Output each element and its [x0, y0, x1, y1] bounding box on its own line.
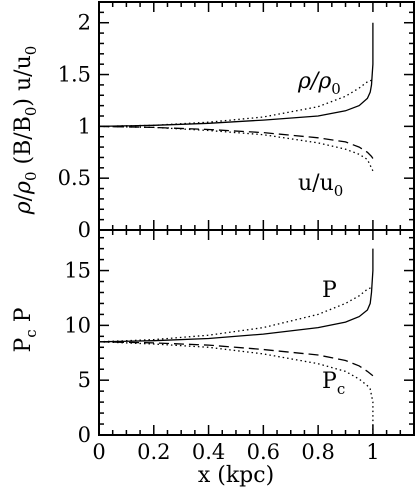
- bottom-y-tick-label: 5: [78, 368, 91, 392]
- top-y-title-rho: ρ: [11, 201, 36, 215]
- bottom-annotation-P: P: [322, 278, 337, 303]
- bottom-y-tick-label: 0: [78, 423, 91, 447]
- bottom-panel: 0 5 10 15 P Pc 0 0.2 0.4 0.6 0.8 1: [64, 229, 415, 464]
- bottom-y-tick-label: 10: [64, 313, 91, 337]
- top-y-tick-label: 2: [78, 11, 91, 35]
- bottom-series-line-0: [98, 248, 374, 343]
- top-series-line-3: [98, 125, 374, 172]
- x-tick-label: 0.6: [247, 440, 280, 464]
- x-tick-label: 0: [92, 440, 105, 464]
- top-annotation-u: u/u0: [298, 171, 343, 200]
- top-y-axis-title: ρ/ρ0 (B/B0) u/u0: [11, 46, 40, 216]
- top-y-tick-label: 1: [78, 114, 91, 138]
- x-axis-title: x (kpc): [198, 463, 274, 488]
- top-annotation-rho: ρ/ρ0: [297, 69, 341, 98]
- top-series-line-1: [98, 79, 374, 128]
- bottom-series-line-3: [98, 341, 374, 435]
- top-y-tick-label: 0.5: [58, 166, 91, 190]
- top-plot-frame: [98, 1, 415, 231]
- bottom-series-line-2: [98, 341, 374, 377]
- x-tick-label: 0.4: [192, 440, 225, 464]
- bottom-y-axis-title: Pc P: [11, 307, 40, 352]
- bottom-annotation-Pc: Pc: [322, 369, 345, 398]
- top-series-line-2: [98, 125, 374, 159]
- top-series-line-0: [98, 22, 374, 128]
- bottom-series-line-1: [98, 286, 374, 343]
- bottom-plot-frame: [98, 229, 415, 436]
- x-tick-label: 0.8: [301, 440, 334, 464]
- top-y-tick-label: 0: [78, 218, 91, 242]
- x-tick-label: 1: [366, 440, 379, 464]
- bottom-y-tick-label: 15: [64, 259, 91, 283]
- top-panel: 0 0.5 1 1.5 2 ρ/ρ0 u/u0: [58, 1, 415, 242]
- top-y-tick-label: 1.5: [58, 63, 91, 87]
- x-tick-label: 0.2: [137, 440, 170, 464]
